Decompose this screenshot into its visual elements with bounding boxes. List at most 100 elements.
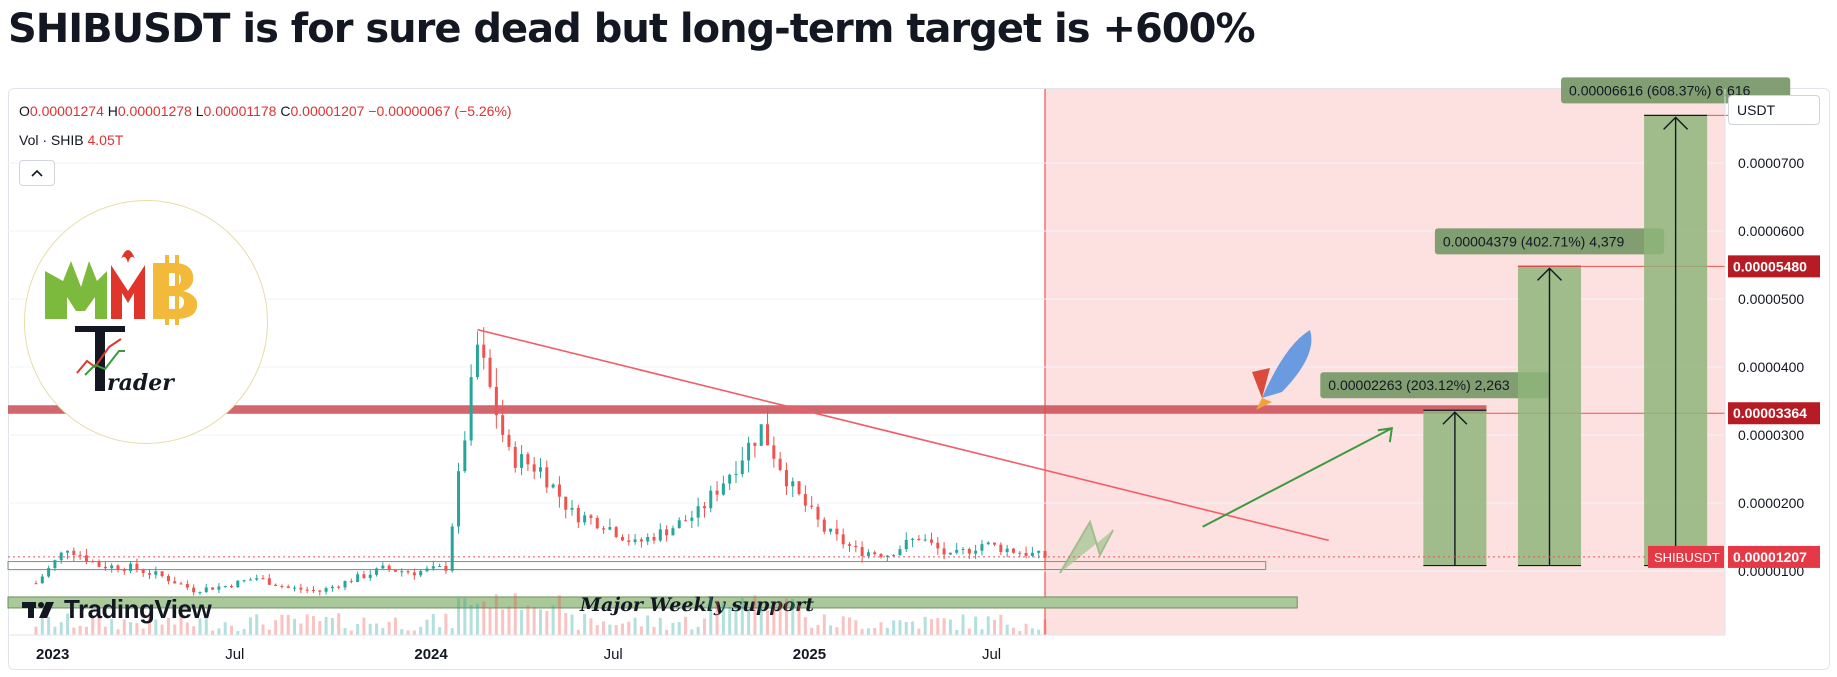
candle-body [173,581,177,584]
candle-body [589,515,593,518]
low-label: L [195,103,204,119]
volume-bar [431,613,435,635]
currency-unit-selector[interactable]: USDT [1728,95,1820,125]
volume-bar [375,623,379,635]
volume-bar [40,615,44,635]
candle-body [671,528,675,536]
candle-body [91,561,95,563]
volume-bar [141,628,145,635]
target-arrow-head [1537,267,1562,281]
candle-body [381,565,385,569]
volume-bar [885,627,889,635]
candle-body [545,467,549,488]
candle-body [892,555,896,557]
candle-body [1005,548,1009,553]
candle-body [816,506,820,520]
volume-bar [1024,623,1028,635]
volume-bar [854,620,858,635]
candle-body [116,565,120,570]
candle-body [129,563,133,572]
volume-bar [860,628,864,635]
candle-body [942,548,946,555]
volume-bar [66,613,70,635]
volume-bar [450,628,454,635]
volume-bar [469,604,473,635]
candle-body [204,587,208,593]
open-value: 0.00001274 [29,103,104,119]
volume-bar [848,617,852,635]
candle-body [955,549,959,553]
volume-bar [229,625,233,635]
candle-body [457,471,461,527]
volume-bar [1037,629,1041,635]
volume-bar [305,614,309,635]
volume-bar [1011,627,1015,635]
candle-body [330,586,334,589]
tradingview-text: TradingView [64,594,212,624]
volume-bar [1030,628,1034,635]
candle-body [299,587,303,590]
volume-bar [501,609,505,635]
descending-trendline [477,328,1329,542]
volume-bar [236,630,240,635]
volume-label: Vol · SHIB [19,132,84,148]
volume-bar [639,626,643,635]
volume-bar [135,623,139,635]
collapse-legend-button[interactable] [19,160,55,186]
volume-bar [557,595,561,635]
volume-bar [784,598,788,635]
volume-bar [192,626,196,635]
volume-bar [349,630,353,635]
candle-body [759,424,763,446]
volume-bar [803,617,807,635]
candle-body [507,434,511,447]
volume-bar [633,617,637,635]
candle-body [280,585,284,587]
candle-body [797,481,801,495]
volume-bar [665,629,669,635]
volume-bar [911,621,915,635]
volume-bar [494,594,498,635]
volume-bar [627,621,631,635]
volume-bar [166,617,170,635]
volume-bar [690,629,694,635]
volume-bar [400,629,404,635]
high-label: H [107,103,118,119]
rocket-fin-icon [1252,368,1270,398]
candle-body [148,573,152,575]
candle-body [627,540,631,542]
candle-body [223,585,227,587]
volume-bar [204,616,208,635]
volume-bar [797,605,801,635]
candle-body [873,552,877,555]
volume-bar [160,624,164,635]
volume-bar [999,614,1003,635]
y-tick-label: 0.0000400 [1738,359,1804,375]
logo-graphic: rader [45,250,198,396]
candle-body [848,544,852,546]
candle-body [526,454,530,465]
target-label: 0.00004379 (402.71%) 4,379 [1443,233,1625,249]
candle-body [40,576,44,584]
candle-body [192,587,196,593]
candle-body [791,481,795,487]
candle-body [709,490,713,509]
candle-body [419,571,423,576]
volume-bar [747,609,751,635]
candle-body [375,568,379,575]
volume-bar [829,625,833,635]
x-tick-label: Jul [225,646,244,663]
volume-bar [280,614,284,635]
change-value: −0.00000067 (−5.26%) [368,103,512,119]
ohlc-legend: O0.00001274 H0.00001278 L0.00001178 C0.0… [19,103,512,119]
symbol-tag: SHIBUSDT [1654,550,1720,565]
volume-bar [721,602,725,635]
volume-bar [898,620,902,635]
candle-body [406,571,410,573]
candle-body [72,550,76,555]
x-tick-label: 2023 [36,646,69,663]
candle-body [967,548,971,554]
resistance-price-tag-bg [1728,402,1820,425]
candle-body [734,474,738,476]
